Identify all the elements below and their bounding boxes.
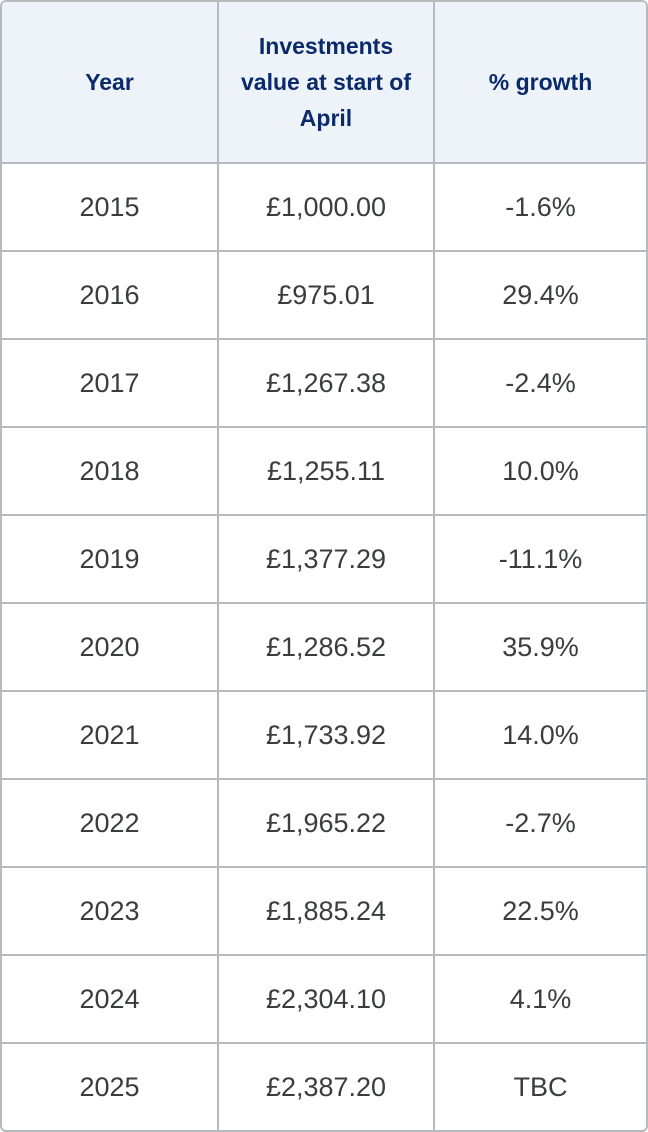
value-cell: £1,255.11 bbox=[218, 427, 435, 516]
value-cell: £1,377.29 bbox=[218, 515, 435, 604]
value-cell: £1,965.22 bbox=[218, 779, 435, 868]
header-year: Year bbox=[2, 2, 219, 164]
value-cell: £2,304.10 bbox=[218, 955, 435, 1044]
value-cell: £1,286.52 bbox=[218, 603, 435, 692]
growth-cell: -11.1% bbox=[434, 515, 646, 604]
growth-cell: -1.6% bbox=[434, 163, 646, 252]
table-row: 2016 £975.01 29.4% bbox=[2, 251, 646, 340]
table-row: 2022 £1,965.22 -2.7% bbox=[2, 779, 646, 868]
growth-cell: -2.7% bbox=[434, 779, 646, 868]
year-cell: 2016 bbox=[2, 251, 219, 340]
year-cell: 2022 bbox=[2, 779, 219, 868]
year-cell: 2018 bbox=[2, 427, 219, 516]
year-cell: 2021 bbox=[2, 691, 219, 780]
value-cell: £2,387.20 bbox=[218, 1043, 435, 1130]
year-cell: 2015 bbox=[2, 163, 219, 252]
growth-cell: 10.0% bbox=[434, 427, 646, 516]
year-cell: 2023 bbox=[2, 867, 219, 956]
year-cell: 2025 bbox=[2, 1043, 219, 1130]
table-row: 2015 £1,000.00 -1.6% bbox=[2, 163, 646, 252]
value-cell: £1,885.24 bbox=[218, 867, 435, 956]
year-cell: 2019 bbox=[2, 515, 219, 604]
growth-cell: 35.9% bbox=[434, 603, 646, 692]
table-row: 2023 £1,885.24 22.5% bbox=[2, 867, 646, 956]
year-cell: 2017 bbox=[2, 339, 219, 428]
value-cell: £1,733.92 bbox=[218, 691, 435, 780]
growth-cell: 22.5% bbox=[434, 867, 646, 956]
table-header: Year Investments value at start of April… bbox=[2, 2, 646, 164]
year-cell: 2020 bbox=[2, 603, 219, 692]
header-percent-growth: % growth bbox=[434, 2, 646, 164]
table-row: 2020 £1,286.52 35.9% bbox=[2, 603, 646, 692]
growth-cell: -2.4% bbox=[434, 339, 646, 428]
header-row: Year Investments value at start of April… bbox=[2, 2, 646, 164]
growth-cell: 29.4% bbox=[434, 251, 646, 340]
table-row: 2018 £1,255.11 10.0% bbox=[2, 427, 646, 516]
table-row: 2019 £1,377.29 -11.1% bbox=[2, 515, 646, 604]
table-row: 2017 £1,267.38 -2.4% bbox=[2, 339, 646, 428]
table-row: 2021 £1,733.92 14.0% bbox=[2, 691, 646, 780]
header-investment-value: Investments value at start of April bbox=[218, 2, 435, 164]
value-cell: £1,000.00 bbox=[218, 163, 435, 252]
table-row: 2025 £2,387.20 TBC bbox=[2, 1043, 646, 1130]
value-cell: £1,267.38 bbox=[218, 339, 435, 428]
table-body: 2015 £1,000.00 -1.6% 2016 £975.01 29.4% … bbox=[2, 163, 646, 1130]
growth-cell: 14.0% bbox=[434, 691, 646, 780]
value-cell: £975.01 bbox=[218, 251, 435, 340]
year-cell: 2024 bbox=[2, 955, 219, 1044]
growth-cell: TBC bbox=[513, 1072, 568, 1102]
growth-cell: 4.1% bbox=[434, 955, 646, 1044]
table-row: 2024 £2,304.10 4.1% bbox=[2, 955, 646, 1044]
